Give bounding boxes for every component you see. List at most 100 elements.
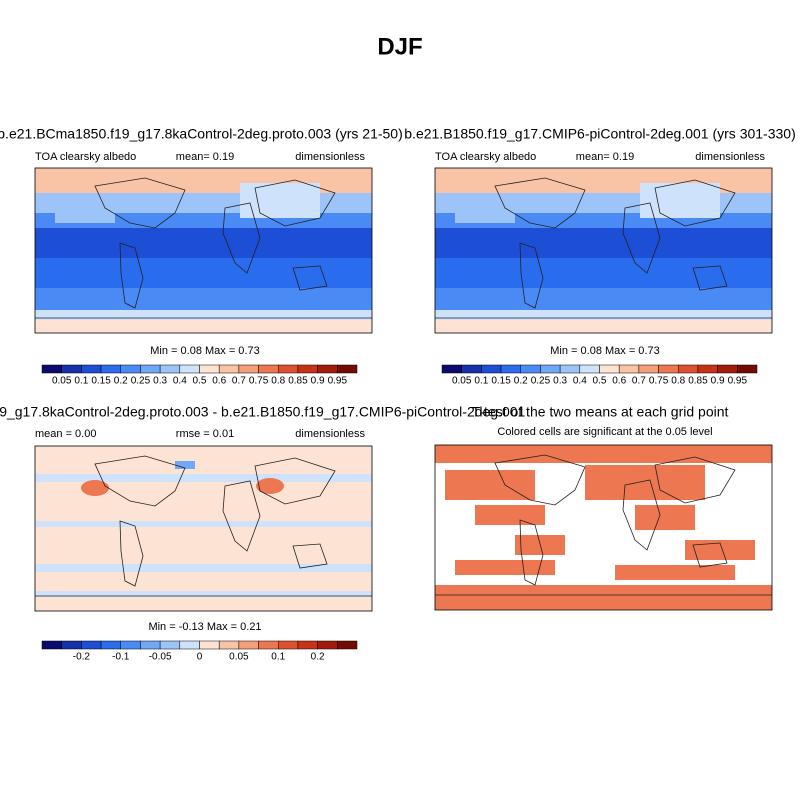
colorbar-box: [638, 364, 659, 374]
colorbar-box: [678, 364, 699, 374]
panel: b.e21.B1850.f19_g17.CMIP6-piControl-2deg…: [404, 126, 795, 387]
colorbar-box: [140, 364, 161, 374]
colorbar-box: [658, 364, 679, 374]
map-band: [35, 310, 372, 320]
colorbar-box: [278, 640, 299, 650]
colorbar-label: 0.75: [649, 376, 669, 387]
map-band: [35, 320, 372, 333]
colorbar-box: [500, 364, 521, 374]
colorbar-label: 0.25: [131, 376, 151, 387]
coastline: [222, 202, 261, 274]
map-band: [35, 288, 372, 310]
colorbar-box: [218, 364, 240, 374]
map-region: [435, 585, 772, 610]
map-band: [435, 310, 772, 320]
colorbar-label: 0.85: [688, 376, 708, 387]
colorbar-box: [520, 364, 541, 374]
map-band: [435, 288, 772, 310]
map-band: [435, 258, 772, 288]
coastline: [692, 265, 728, 291]
map-band: [35, 228, 372, 258]
colorbar-label: 0.3: [553, 376, 567, 387]
coastline: [519, 242, 544, 309]
map-frame: [434, 167, 773, 334]
colorbar-label: 0.95: [728, 376, 748, 387]
coastline: [622, 202, 661, 274]
coastline: [254, 179, 336, 227]
colorbar-box: [199, 364, 220, 374]
coastline: [494, 454, 586, 506]
map-region: [435, 445, 772, 463]
colorbar-box: [297, 640, 318, 650]
subtitle-left: mean = 0.00: [35, 428, 96, 440]
colorbar-box: [337, 640, 358, 650]
colorbar-box: [179, 364, 200, 374]
colorbar-label: 0.1: [474, 376, 488, 387]
colorbar-box: [238, 364, 259, 374]
map-region: [455, 560, 555, 575]
subtitle-left: TOA clearsky albedo: [35, 151, 136, 163]
coastline: [692, 542, 728, 568]
map-band: [435, 320, 772, 333]
colorbar-label: 0.3: [153, 376, 167, 387]
coastline: [292, 265, 328, 291]
coastline: [654, 456, 736, 504]
map-band: [435, 168, 772, 193]
min-max: Min = 0.08 Max = 0.73: [150, 345, 259, 357]
colorbar-label: 0.05: [229, 652, 249, 663]
colorbar-label: -0.05: [149, 652, 172, 663]
subtitle-center: rmse = 0.01: [176, 428, 234, 440]
min-max: Min = -0.13 Max = 0.21: [148, 621, 261, 633]
map-region: [256, 478, 284, 494]
colorbar-box: [559, 364, 581, 374]
colorbar-label: 0.15: [91, 376, 111, 387]
map-region: [445, 470, 535, 500]
map-region: [685, 540, 755, 560]
colorbar-box: [540, 364, 561, 374]
colorbar-label: 0.15: [491, 376, 511, 387]
colorbar-box: [317, 640, 338, 650]
colorbar-box: [159, 364, 181, 374]
colorbar-box: [140, 640, 161, 650]
map: [435, 168, 772, 333]
map-band: [435, 228, 772, 258]
subtitle-left: TOA clearsky albedo: [435, 151, 536, 163]
map-band: [35, 474, 372, 482]
map-region: [55, 198, 115, 223]
colorbar-box: [61, 364, 82, 374]
subtitle-right: dimensionless: [295, 151, 365, 163]
map-band: [35, 258, 372, 288]
map-frame: [34, 445, 373, 612]
colorbar-label: 0.75: [249, 376, 269, 387]
colorbar-label: 0.2: [514, 376, 528, 387]
map-region: [240, 183, 320, 218]
colorbar-box: [159, 640, 181, 650]
colorbar-box: [579, 364, 600, 374]
coastline: [622, 479, 661, 551]
colorbar-label: 0.8: [271, 376, 285, 387]
colorbar-box: [461, 364, 482, 374]
colorbar-label: 0.2: [114, 376, 128, 387]
colorbar-box: [120, 364, 141, 374]
colorbar-box: [599, 364, 620, 374]
colorbar-box: [297, 364, 318, 374]
colorbar-box: [81, 640, 102, 650]
coastline: [519, 519, 544, 586]
coastline: [94, 177, 186, 229]
coastline: [119, 520, 144, 587]
colorbar-label: 0.1: [74, 376, 88, 387]
colorbar-box: [61, 640, 82, 650]
map-band: [35, 521, 372, 527]
map-band: [35, 446, 372, 611]
map-region: [640, 183, 720, 218]
colorbar-box: [317, 364, 338, 374]
colorbar-box: [120, 640, 141, 650]
colorbar-label: 0.25: [531, 376, 551, 387]
min-max: Min = 0.08 Max = 0.73: [550, 345, 659, 357]
map-band: [35, 591, 372, 597]
colorbar-label: 0.4: [173, 376, 187, 387]
map: [35, 168, 372, 333]
map-region: [475, 505, 545, 525]
colorbar-box: [481, 364, 502, 374]
